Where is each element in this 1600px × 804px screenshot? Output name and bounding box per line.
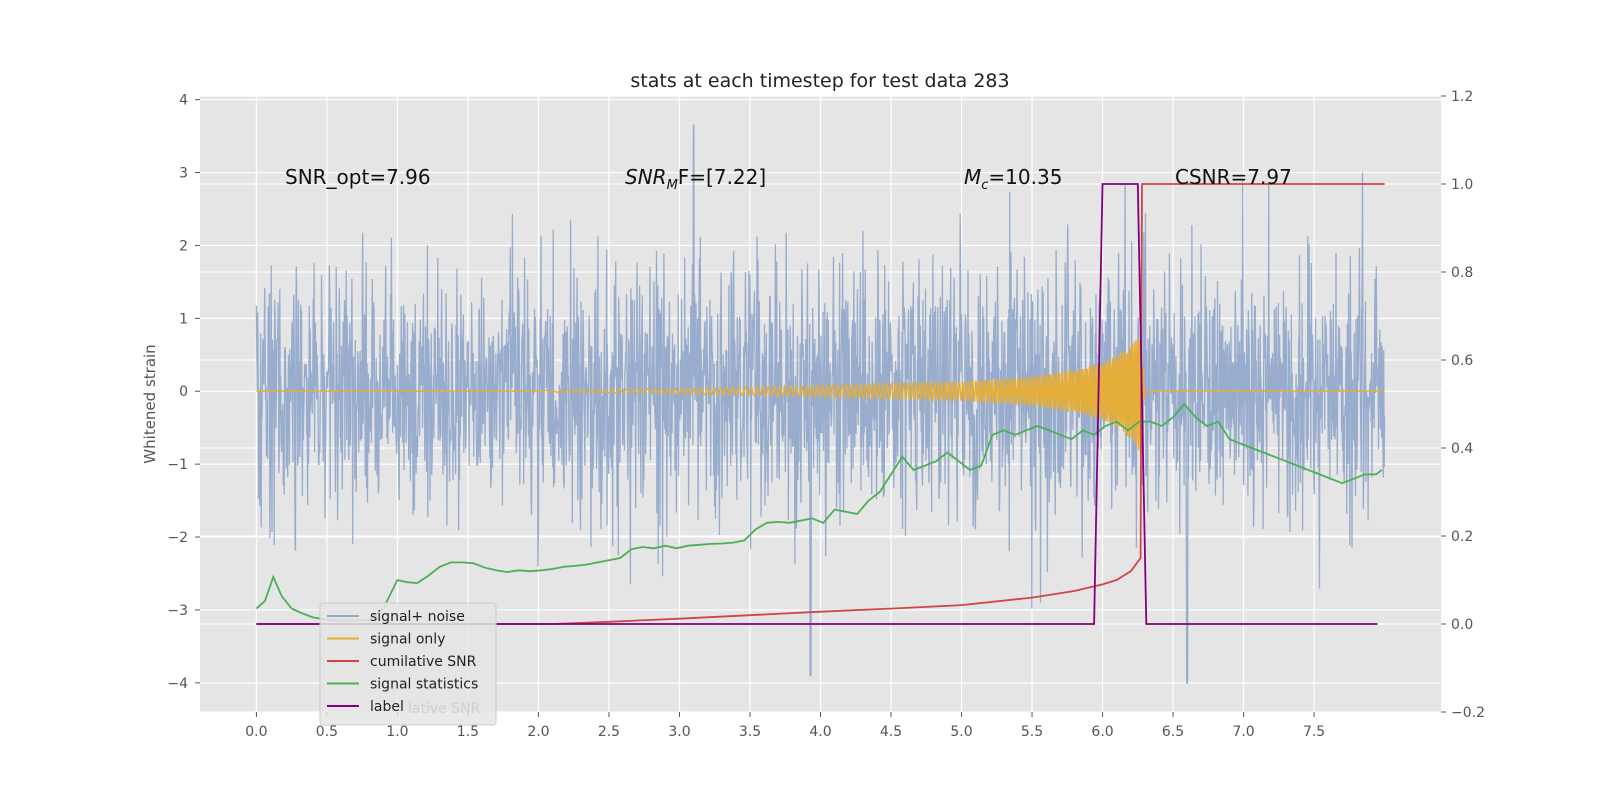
annotation-snr-mf: SNRMF=[7.22] <box>625 165 766 193</box>
y-tick-label: 2 <box>179 238 188 254</box>
x-tick-label: 5.5 <box>1021 724 1043 740</box>
x-tick-label: 4.5 <box>880 724 902 740</box>
signal-only-series <box>256 339 1385 454</box>
annotation-snr-mf-base: SNR <box>625 165 667 189</box>
y2-tick-label: 0.6 <box>1451 353 1473 369</box>
annotation-snr-mf-value: F=[7.22] <box>678 165 766 189</box>
legend-label: signal only <box>370 632 445 648</box>
x-tick-label: 3.5 <box>739 724 761 740</box>
annotation-chirp-mass-base: M <box>964 165 981 189</box>
cumulative-snr-line <box>256 183 1385 625</box>
grid <box>200 95 1441 713</box>
y2-tick-label: 1.2 <box>1451 89 1473 105</box>
y-axis-label: Whitened strain <box>141 344 159 463</box>
annotation-chirp-mass: Mc=10.35 <box>964 165 1062 193</box>
x-tick-label: 5.0 <box>950 724 972 740</box>
chart-title: stats at each timestep for test data 283 <box>630 70 1009 92</box>
y2-tick-label: −0.2 <box>1451 705 1485 721</box>
legend-ghost-text: lative SNR <box>408 701 481 717</box>
y-tick-label: −3 <box>167 603 188 619</box>
legend-box <box>319 602 497 726</box>
line-series <box>255 183 1385 625</box>
annotation-snr-mf-sub: M <box>667 178 678 193</box>
legend-label: signal statistics <box>370 677 478 693</box>
annotation-chirp-mass-sub: c <box>981 178 988 193</box>
annotation-snr-opt: SNR_opt=7.96 <box>285 165 431 189</box>
signal-statistics-line <box>255 402 1383 622</box>
x-tick-label: 0.5 <box>316 724 338 740</box>
x-tick-label: 7.5 <box>1303 724 1325 740</box>
signal-noise-series <box>255 124 1386 684</box>
x-tick-label: 3.0 <box>668 724 690 740</box>
x-tick-label: 6.5 <box>1162 724 1184 740</box>
annotation-csnr: CSNR=7.97 <box>1175 165 1292 189</box>
y-axis-ticks: 4 3 2 1 0 −1 −2 −3 −4 <box>167 93 200 692</box>
y-tick-label: 0 <box>179 384 188 400</box>
y2-axis-ticks: 1.2 1.0 0.8 0.6 0.4 0.2 0.0 −0.2 <box>1441 89 1485 721</box>
x-tick-label: 1.5 <box>457 724 479 740</box>
y-tick-label: 4 <box>179 93 188 109</box>
y2-tick-label: 0.8 <box>1451 265 1473 281</box>
legend: lative SNR signal+ noise signal only cumil… <box>319 602 497 726</box>
legend-label: cumilative SNR <box>370 654 477 670</box>
y2-tick-label: 0.0 <box>1451 617 1473 633</box>
y-tick-label: −2 <box>167 530 188 546</box>
y-tick-label: 1 <box>179 311 188 327</box>
x-tick-label: 0.0 <box>245 724 267 740</box>
y2-tick-label: 1.0 <box>1451 177 1473 193</box>
signal-noise-line <box>255 124 1386 684</box>
x-tick-label: 2.0 <box>527 724 549 740</box>
signal-only-line <box>256 339 1385 454</box>
annotation-chirp-mass-value: =10.35 <box>988 165 1062 189</box>
x-tick-label: 2.5 <box>598 724 620 740</box>
y-tick-label: −4 <box>167 676 188 692</box>
x-tick-label: 7.0 <box>1232 724 1254 740</box>
label-line <box>256 183 1378 625</box>
y2-tick-label: 0.4 <box>1451 441 1473 457</box>
y-tick-label: −1 <box>167 457 188 473</box>
x-tick-label: 1.0 <box>386 724 408 740</box>
x-axis-ticks: 0.0 0.5 1.0 1.5 2.0 2.5 3.0 3.5 4.0 4.5 5.0 5.5 6.0 6… <box>245 712 1325 740</box>
y-tick-label: 3 <box>179 166 188 182</box>
legend-label: signal+ noise <box>370 609 465 625</box>
legend-label: label <box>370 699 404 715</box>
y2-tick-label: 0.2 <box>1451 529 1473 545</box>
x-tick-label: 4.0 <box>809 724 831 740</box>
x-tick-label: 6.0 <box>1091 724 1113 740</box>
